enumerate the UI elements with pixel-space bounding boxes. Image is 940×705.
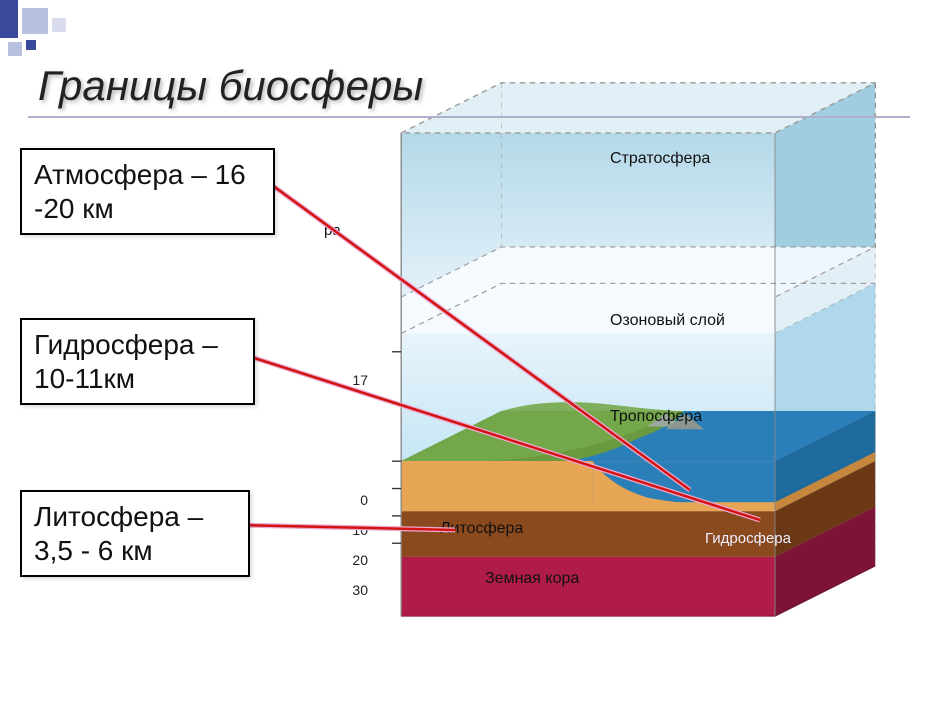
slide-content: Границы биосферы Атмосфера – 16 -20 км Г… <box>10 0 930 695</box>
atmosphere-box: Атмосфера – 16 -20 км <box>20 148 275 235</box>
page-title: Границы биосферы <box>38 62 423 110</box>
label-troposphere: Тропосфера <box>610 408 702 426</box>
label-ozone: Озоновый слой <box>610 312 725 330</box>
label-stratosphere: Стратосфера <box>610 150 710 168</box>
hydrosphere-box: Гидросфера – 10-11км <box>20 318 255 405</box>
lithosphere-box: Литосфера – 3,5 - 6 км <box>20 490 250 577</box>
label-crust: Земная кора <box>485 570 579 588</box>
title-underline <box>28 116 910 118</box>
tick-30: 30 <box>338 582 368 598</box>
diagram-cube: Стратосфера Озоновый слой Тропосфера Лит… <box>310 60 930 680</box>
label-mantle: Мантия <box>455 620 511 638</box>
tick-20: 20 <box>338 552 368 568</box>
label-partial: ра <box>324 222 341 239</box>
tick-10: 10 <box>338 522 368 538</box>
tick-17: 17 <box>338 372 368 388</box>
label-hydrosphere: Гидросфера <box>705 530 791 547</box>
label-lithosphere: Литосфера <box>440 520 523 538</box>
tick-0: 0 <box>338 492 368 508</box>
